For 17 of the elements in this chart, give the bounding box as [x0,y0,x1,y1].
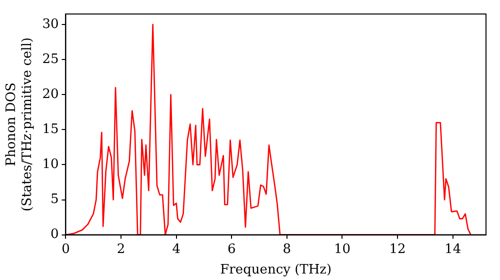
x-axis-title: Frequency (THz) [220,262,332,278]
y-tick-label: 15 [42,122,59,138]
y-tick-label: 25 [42,52,59,67]
y-tick-label: 5 [50,192,59,208]
x-tick-label: 8 [282,242,292,257]
x-tick-label: 6 [227,242,236,257]
x-tick-label: 0 [62,242,70,257]
x-tick-label: 4 [172,242,180,257]
x-tick-label: 12 [389,242,406,257]
x-tick-label: 10 [334,242,350,257]
y-tick-label: 30 [42,16,59,32]
y-tick-label: 20 [42,86,59,102]
x-tick-label: 2 [116,242,126,257]
x-tick-label: 14 [444,242,462,257]
y-axis-title: Phonon DOS (States/THz·primitive cell) [4,37,35,212]
y-tick-label: 0 [50,227,59,242]
y-tick-label: 10 [42,157,59,172]
